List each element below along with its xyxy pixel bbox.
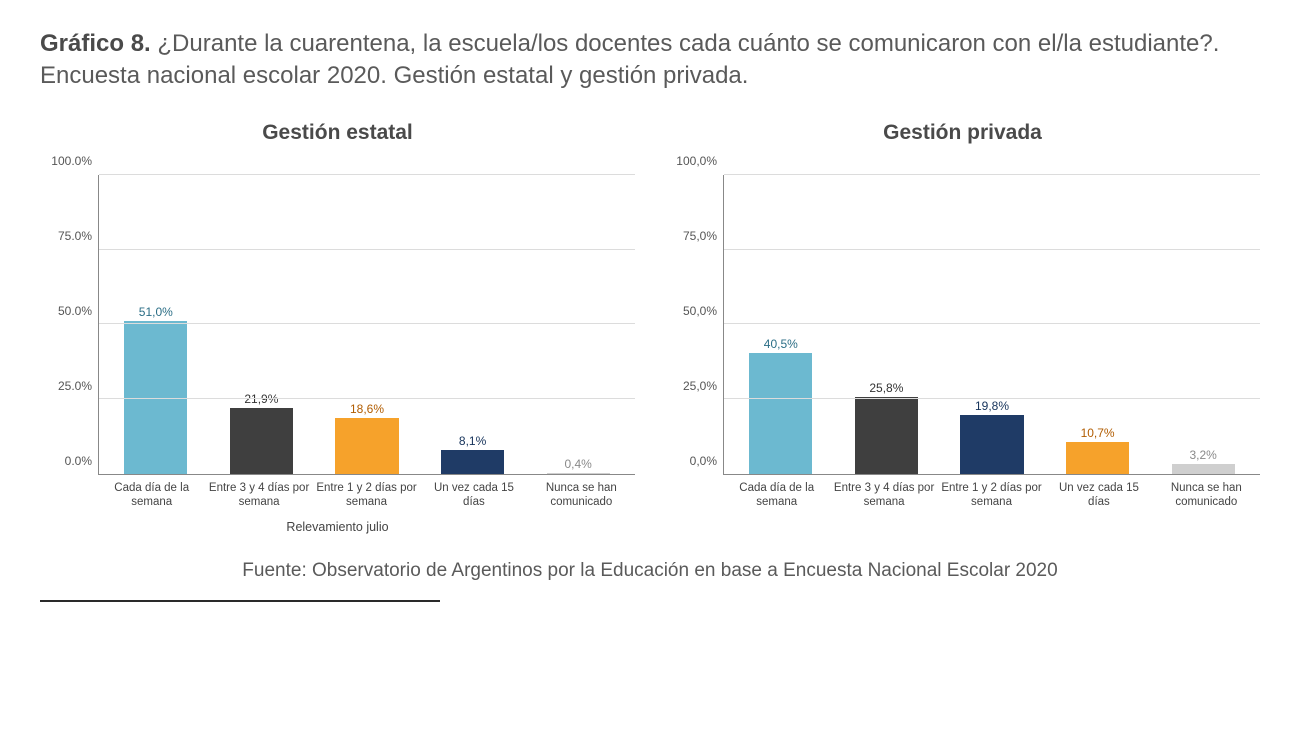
y-tick: 75.0%: [58, 229, 92, 243]
bar: [749, 353, 812, 474]
chart-title-privada: Gestión privada: [883, 121, 1042, 145]
plot-area-privada: 40,5% 25,8% 19,8% 10,7% 3,2%: [723, 175, 1260, 475]
bar-slot: 40,5%: [728, 175, 834, 474]
bar: [1172, 464, 1235, 474]
title-rest: ¿Durante la cuarentena, la escuela/los d…: [40, 30, 1219, 89]
bar-value-label: 51,0%: [139, 305, 173, 319]
bar-slot: 25,8%: [834, 175, 940, 474]
x-axis-estatal: Cada día de la semanaEntre 3 y 4 días po…: [40, 475, 635, 510]
bar: [960, 415, 1023, 474]
bar: [335, 418, 398, 474]
bar-value-label: 25,8%: [869, 381, 903, 395]
bar-slot: 18,6%: [314, 175, 420, 474]
bar-slot: 19,8%: [939, 175, 1045, 474]
gridline: [724, 249, 1260, 250]
bar-slot: 21,9%: [209, 175, 315, 474]
bar-value-label: 18,6%: [350, 402, 384, 416]
x-tick: Entre 3 y 4 días por semana: [830, 475, 937, 510]
bar: [1066, 442, 1129, 474]
x-tick: Entre 1 y 2 días por semana: [313, 475, 420, 510]
chart-panel-privada: Gestión privada 0,0% 25,0% 50,0% 75,0% 100,0…: [665, 121, 1260, 534]
y-tick: 0,0%: [690, 454, 717, 468]
bar: [441, 450, 504, 474]
gridline: [99, 174, 635, 175]
x-tick: Cada día de la semana: [98, 475, 205, 510]
plot-privada: 0,0%25,0%50,0%75,0%100,0% 40,5%25,8%19,8…: [665, 175, 1260, 475]
bar: [230, 408, 293, 473]
bar-value-label: 0,4%: [564, 457, 591, 471]
figure-title: Gráfico 8. ¿Durante la cuarentena, la es…: [40, 28, 1260, 93]
bar-slot: 10,7%: [1045, 175, 1151, 474]
gridline: [724, 174, 1260, 175]
y-tick: 100,0%: [676, 154, 717, 168]
y-tick: 50.0%: [58, 304, 92, 318]
bar-slot: 8,1%: [420, 175, 526, 474]
chart-panel-estatal: Gestión estatal 0.0% 25.0% 50.0% 75.0% 100.0…: [40, 121, 635, 534]
x-axis-privada: Cada día de la semanaEntre 3 y 4 días po…: [665, 475, 1260, 510]
x-tick: Un vez cada 15 días: [420, 475, 527, 510]
source-caption: Fuente: Observatorio de Argentinos por l…: [40, 560, 1260, 582]
horizontal-rule: [40, 600, 440, 602]
x-tick: Un vez cada 15 días: [1045, 475, 1152, 510]
bar: [547, 473, 610, 474]
plot-area-estatal: 51,0% 21,9% 18,6% 8,1% 0,4%: [98, 175, 635, 475]
y-tick: 0.0%: [65, 454, 92, 468]
bar-slot: 0,4%: [525, 175, 631, 474]
x-tick: Nunca se han comunicado: [528, 475, 635, 510]
bar-value-label: 10,7%: [1081, 426, 1115, 440]
y-axis-estatal: 0.0%25.0%50.0%75.0%100.0%: [40, 175, 98, 475]
bar-value-label: 21,9%: [244, 392, 278, 406]
gridline: [99, 249, 635, 250]
bars-privada: 40,5% 25,8% 19,8% 10,7% 3,2%: [724, 175, 1260, 474]
x-tick: Nunca se han comunicado: [1153, 475, 1260, 510]
bar-slot: 51,0%: [103, 175, 209, 474]
chart-title-estatal: Gestión estatal: [262, 121, 413, 145]
x-tick: Entre 3 y 4 días por semana: [205, 475, 312, 510]
bar: [855, 397, 918, 474]
bar-value-label: 19,8%: [975, 399, 1009, 413]
gridline: [99, 323, 635, 324]
gridline: [724, 323, 1260, 324]
plot-estatal: 0.0%25.0%50.0%75.0%100.0% 51,0%21,9%18,6…: [40, 175, 635, 475]
y-tick: 75,0%: [683, 229, 717, 243]
y-axis-privada: 0,0%25,0%50,0%75,0%100,0%: [665, 175, 723, 475]
y-tick: 25,0%: [683, 379, 717, 393]
bar-value-label: 3,2%: [1189, 448, 1216, 462]
bars-estatal: 51,0% 21,9% 18,6% 8,1% 0,4%: [99, 175, 635, 474]
y-tick: 100.0%: [51, 154, 92, 168]
bar-slot: 3,2%: [1150, 175, 1256, 474]
y-tick: 25.0%: [58, 379, 92, 393]
y-tick: 50,0%: [683, 304, 717, 318]
x-tick: Entre 1 y 2 días por semana: [938, 475, 1045, 510]
charts-row: Gestión estatal 0.0% 25.0% 50.0% 75.0% 100.0…: [40, 121, 1260, 534]
sub-caption-estatal: Relevamiento julio: [286, 520, 388, 534]
bar-value-label: 8,1%: [459, 434, 486, 448]
gridline: [724, 398, 1260, 399]
bar-value-label: 40,5%: [764, 337, 798, 351]
gridline: [99, 398, 635, 399]
x-tick: Cada día de la semana: [723, 475, 830, 510]
title-prefix: Gráfico 8.: [40, 30, 151, 57]
